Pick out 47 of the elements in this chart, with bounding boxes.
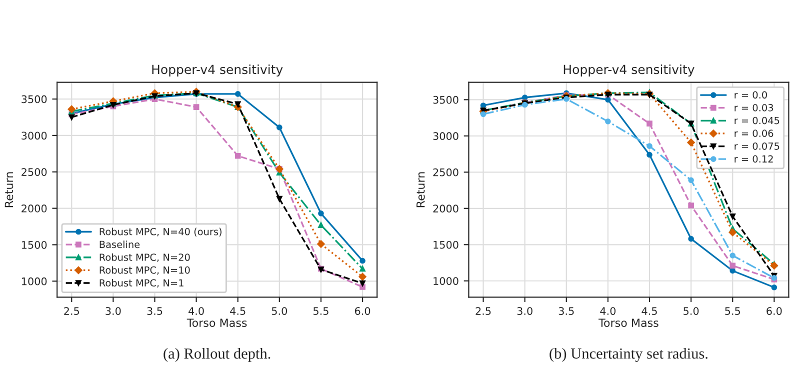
x-tick-label: 6.0: [354, 307, 370, 315]
y-tick-label: 2500: [22, 168, 47, 176]
x-tick-label: 3.5: [558, 307, 574, 315]
x-tick-label: 3.0: [517, 307, 532, 315]
x-tick-label: 6.0: [766, 307, 782, 315]
text: (a) Rollout depth.: [164, 348, 270, 362]
y-axis-title: Return: [4, 172, 14, 208]
chart-title: Hopper-v4 sensitivity: [564, 64, 694, 77]
y-tick-label: 3500: [433, 96, 458, 104]
x-tick-label: 2.5: [476, 307, 491, 315]
x-tick-label: 5.0: [272, 307, 288, 315]
y-tick-label: 2000: [22, 204, 47, 212]
y-tick-label: 3000: [433, 132, 458, 140]
y-tick-label: 1000: [22, 277, 47, 286]
legend-label: Robust MPC, N=20: [100, 253, 190, 262]
legend-label: r = 0.06: [734, 130, 774, 137]
text: (b) Uncertainty set radius.: [550, 348, 708, 362]
x-tick-label: 3.0: [106, 307, 121, 315]
y-tick-label: 2000: [433, 204, 458, 213]
x-tick-label: 3.5: [147, 307, 162, 315]
x-tick-label: 4.0: [188, 307, 204, 315]
x-tick-label: 5.5: [313, 307, 328, 315]
legend-label: r = 0.045: [734, 116, 780, 124]
legend-label: Robust MPC, N=40 (ours): [100, 228, 222, 236]
y-axis-title: Return: [416, 172, 425, 208]
legend-label: r = 0.075: [734, 142, 780, 150]
legend-label: r = 0.03: [734, 104, 774, 112]
y-tick-label: 2500: [433, 168, 458, 176]
x-axis-title: Torso Mass: [598, 318, 658, 327]
x-tick-label: 4.0: [600, 307, 616, 315]
legend-label: Robust MPC, N=1: [100, 279, 184, 288]
y-tick-label: 1500: [22, 240, 47, 249]
x-tick-label: 5.0: [684, 307, 699, 315]
chart-title: Hopper-v4 sensitivity: [152, 64, 283, 77]
x-tick-label: 4.5: [642, 307, 657, 315]
x-tick-label: 4.5: [230, 307, 246, 315]
legend-label: Baseline: [100, 240, 140, 248]
x-tick-label: 5.5: [725, 307, 740, 315]
legend-label: r = 0.0: [734, 91, 767, 99]
y-tick-label: 1500: [434, 240, 458, 249]
y-tick-label: 3000: [22, 132, 47, 140]
x-tick-label: 2.5: [64, 307, 80, 315]
legend-label: r = 0.12: [734, 155, 773, 163]
x-axis-title: Torso Mass: [186, 318, 247, 327]
legend-label: Robust MPC, N=10: [100, 266, 190, 275]
y-tick-label: 1000: [434, 277, 458, 285]
y-tick-label: 3500: [22, 95, 47, 104]
